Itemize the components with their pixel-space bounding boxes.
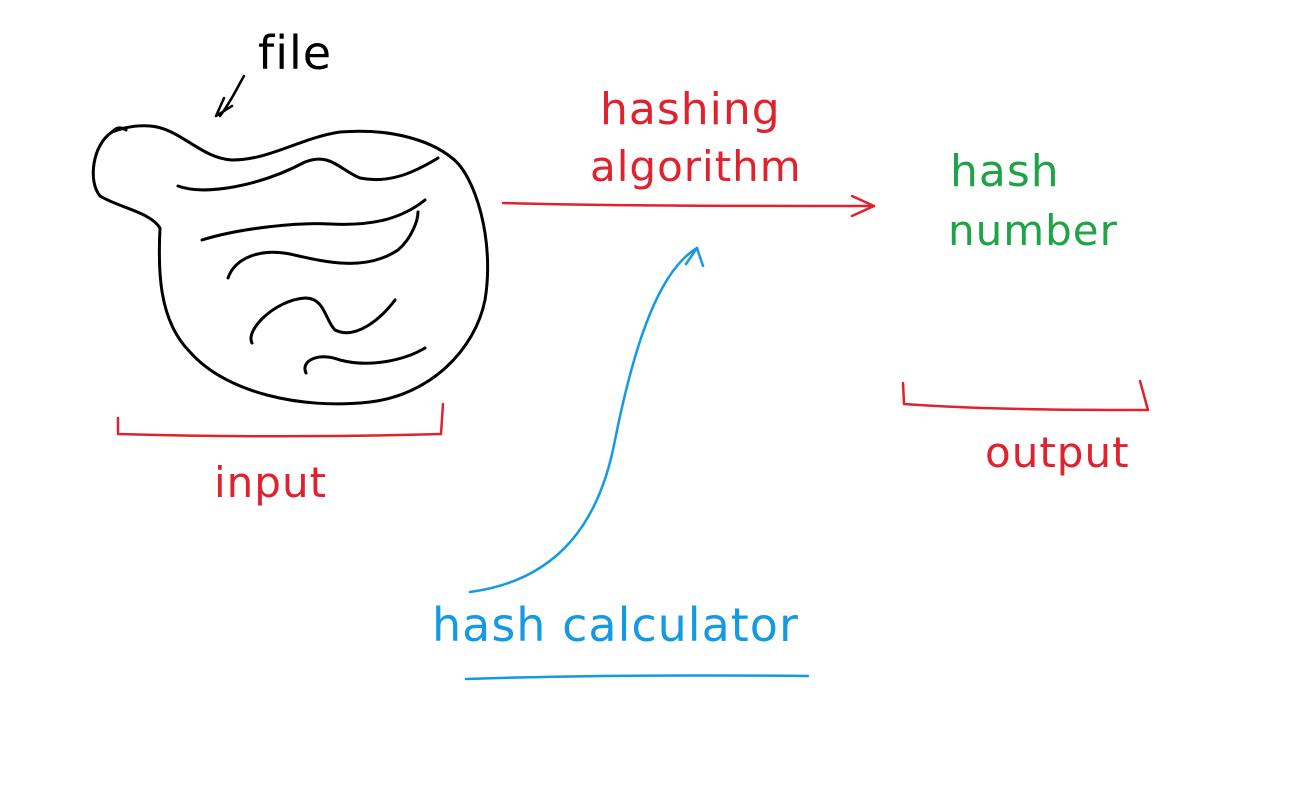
hash-calculator-arrow: [468, 246, 705, 594]
file-blob-stroke-5: [303, 346, 427, 375]
file-blob-outline: [91, 124, 490, 406]
input-bracket: [116, 402, 445, 438]
label-file: file: [258, 26, 333, 80]
label-number: number: [948, 206, 1118, 255]
file-blob-stroke-3: [226, 210, 420, 280]
file-blob-stroke-1: [176, 156, 440, 192]
label-algorithm: algorithm: [590, 142, 802, 191]
label-hash-calculator: hash calculator: [432, 598, 799, 652]
hashing-arrow: [501, 194, 876, 218]
label-output: output: [985, 428, 1130, 477]
file-blob-stroke-4: [249, 296, 397, 345]
hash-calculator-underline: [464, 674, 810, 681]
label-hash: hash: [950, 146, 1060, 197]
label-hashing: hashing: [600, 84, 781, 135]
file-blob-stroke-2: [200, 198, 427, 242]
output-bracket: [901, 379, 1150, 412]
file-blob-tab: [110, 126, 128, 134]
label-input: input: [214, 458, 328, 507]
file-pointer-arrow: [214, 74, 246, 118]
